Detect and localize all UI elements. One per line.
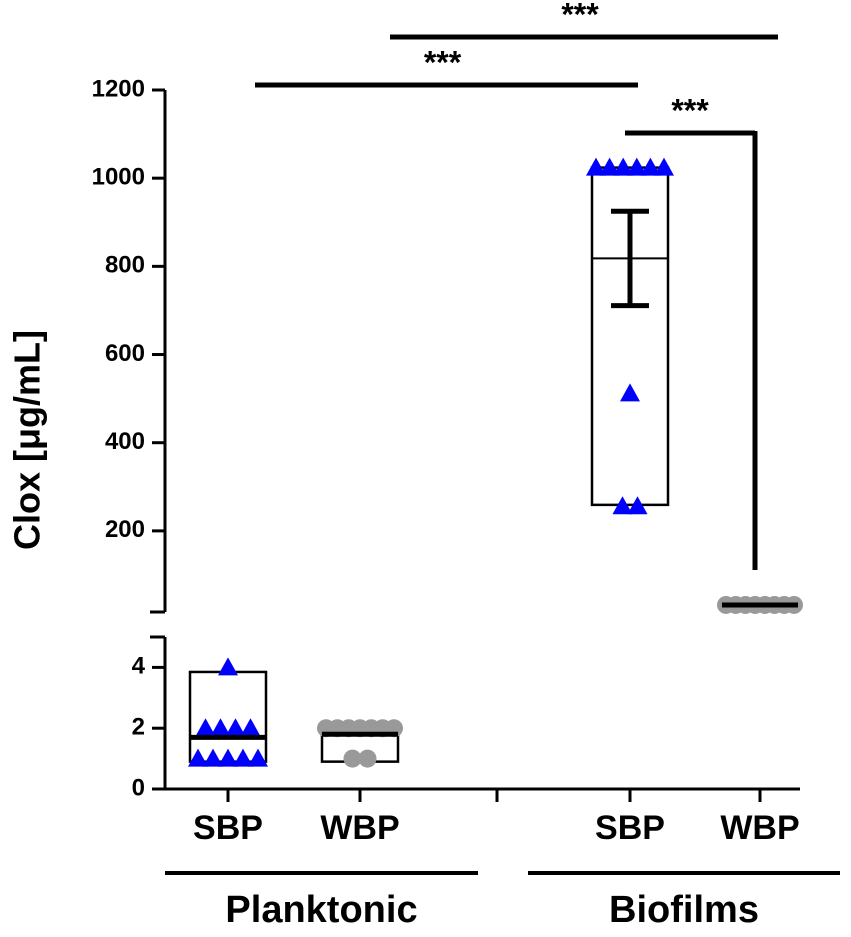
point bbox=[203, 748, 223, 767]
point bbox=[218, 748, 238, 767]
point bbox=[343, 749, 362, 768]
group-label: Biofilms bbox=[609, 889, 759, 931]
point bbox=[599, 157, 620, 176]
box bbox=[590, 166, 670, 507]
point bbox=[240, 718, 261, 737]
significance-label: *** bbox=[561, 0, 599, 32]
box bbox=[188, 670, 268, 763]
point bbox=[188, 748, 208, 767]
y-tick-label: 600 bbox=[105, 340, 145, 367]
point bbox=[620, 383, 640, 402]
y-tick-label: 400 bbox=[105, 428, 145, 455]
x-tick-label: SBP bbox=[193, 809, 263, 847]
y-axis-label: Clox [μg/mL] bbox=[7, 330, 48, 550]
point bbox=[627, 496, 648, 515]
y-tick-label: 200 bbox=[105, 516, 145, 543]
point bbox=[248, 748, 268, 767]
y-tick-label: 0 bbox=[132, 774, 145, 801]
x-tick-label: WBP bbox=[320, 809, 399, 847]
x-tick-label: WBP bbox=[720, 809, 799, 847]
point bbox=[210, 718, 231, 737]
point bbox=[358, 749, 377, 768]
y-tick-label: 2 bbox=[132, 714, 145, 741]
y-tick-label: 1200 bbox=[92, 75, 145, 102]
significance-label: *** bbox=[424, 44, 462, 80]
point bbox=[233, 748, 253, 767]
point bbox=[654, 157, 674, 176]
y-tick-label: 800 bbox=[105, 252, 145, 279]
point bbox=[626, 157, 647, 176]
point bbox=[613, 157, 634, 176]
point bbox=[640, 157, 661, 176]
y-tick-label: 4 bbox=[132, 653, 146, 680]
point bbox=[218, 657, 238, 676]
point bbox=[225, 718, 246, 737]
significance-label: *** bbox=[671, 92, 709, 128]
x-tick-label: SBP bbox=[595, 809, 665, 847]
point bbox=[586, 157, 606, 176]
point bbox=[612, 496, 633, 515]
group-label: Planktonic bbox=[225, 889, 417, 931]
point bbox=[195, 718, 216, 737]
y-tick-label: 1000 bbox=[92, 164, 145, 191]
